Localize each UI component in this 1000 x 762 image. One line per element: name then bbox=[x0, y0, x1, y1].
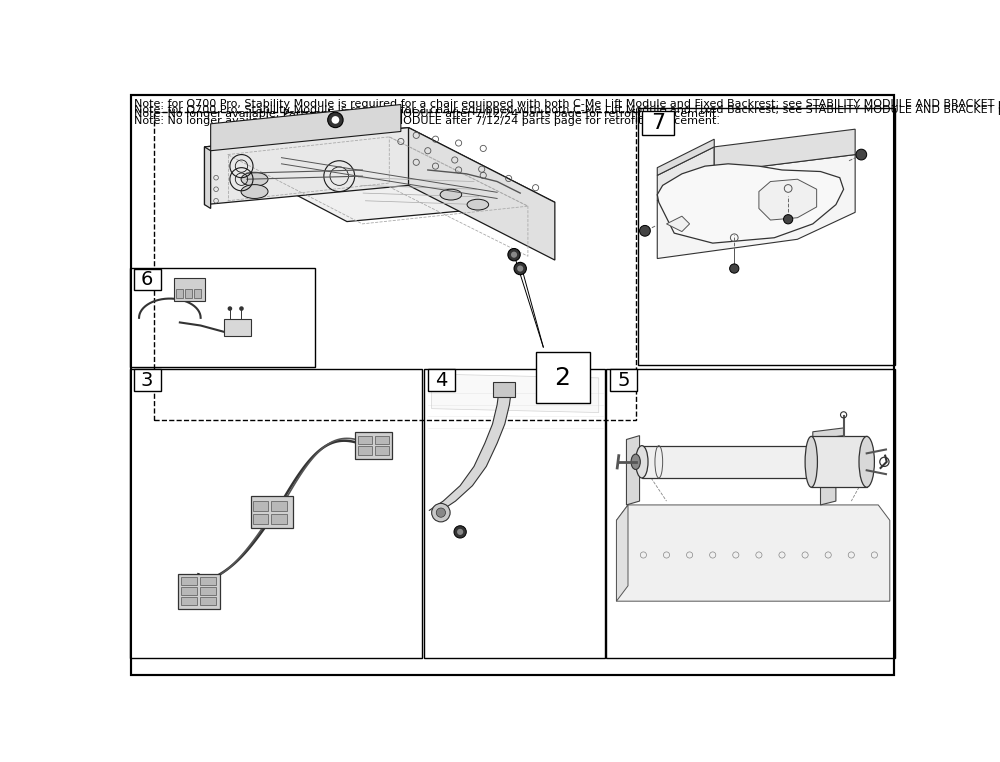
Bar bbox=[271, 501, 287, 511]
Polygon shape bbox=[657, 147, 714, 200]
Circle shape bbox=[730, 264, 739, 273]
Polygon shape bbox=[429, 393, 511, 511]
Bar bbox=[130, 267, 315, 367]
Circle shape bbox=[640, 226, 650, 236]
Text: Note: No longer available, Parts only. See LIFT MODULE after 7/12/24 parts page : Note: No longer available, Parts only. S… bbox=[134, 116, 720, 126]
Polygon shape bbox=[205, 127, 409, 205]
Polygon shape bbox=[759, 179, 817, 220]
Bar bbox=[174, 278, 205, 301]
Ellipse shape bbox=[631, 454, 640, 469]
Bar bbox=[358, 436, 372, 444]
Bar bbox=[375, 447, 389, 455]
Polygon shape bbox=[714, 130, 855, 172]
Bar bbox=[130, 369, 422, 658]
Bar bbox=[154, 112, 636, 420]
Text: 5: 5 bbox=[618, 370, 630, 389]
Bar bbox=[428, 370, 455, 391]
Bar bbox=[424, 369, 605, 658]
Polygon shape bbox=[409, 127, 555, 260]
Ellipse shape bbox=[805, 437, 817, 487]
Text: 3: 3 bbox=[141, 370, 153, 389]
Bar bbox=[253, 501, 268, 511]
Polygon shape bbox=[432, 374, 599, 412]
Bar bbox=[251, 496, 293, 528]
Bar bbox=[200, 597, 216, 605]
Circle shape bbox=[328, 112, 343, 127]
Polygon shape bbox=[211, 104, 401, 151]
Bar bbox=[134, 370, 161, 391]
Bar bbox=[224, 319, 251, 335]
Text: 2: 2 bbox=[555, 366, 571, 390]
Bar bbox=[181, 578, 197, 585]
Text: 7: 7 bbox=[651, 113, 665, 133]
Bar bbox=[536, 353, 590, 402]
Ellipse shape bbox=[241, 172, 268, 186]
Polygon shape bbox=[205, 147, 211, 209]
Circle shape bbox=[454, 526, 466, 538]
Polygon shape bbox=[616, 505, 628, 601]
Bar bbox=[134, 268, 161, 290]
Circle shape bbox=[856, 149, 867, 160]
Bar bbox=[253, 514, 268, 524]
Circle shape bbox=[457, 529, 463, 535]
Circle shape bbox=[228, 306, 232, 311]
Bar bbox=[493, 382, 515, 397]
Circle shape bbox=[511, 251, 517, 258]
Text: Note: for Q700 Pro, Stability Module is required for a chair equipped with both : Note: for Q700 Pro, Stability Module is … bbox=[134, 104, 1000, 114]
Circle shape bbox=[432, 504, 450, 522]
Bar bbox=[355, 432, 392, 459]
Bar bbox=[200, 578, 216, 585]
Text: 4: 4 bbox=[435, 370, 447, 389]
Circle shape bbox=[514, 262, 526, 274]
Circle shape bbox=[239, 306, 244, 311]
Polygon shape bbox=[626, 436, 640, 505]
Polygon shape bbox=[666, 216, 690, 232]
Polygon shape bbox=[820, 436, 836, 505]
Ellipse shape bbox=[636, 446, 648, 478]
Bar bbox=[375, 436, 389, 444]
Polygon shape bbox=[657, 164, 844, 243]
Ellipse shape bbox=[241, 184, 268, 198]
Bar bbox=[610, 370, 637, 391]
Ellipse shape bbox=[467, 199, 489, 210]
Bar bbox=[811, 437, 867, 487]
Bar bbox=[176, 289, 183, 298]
Polygon shape bbox=[813, 428, 844, 440]
Circle shape bbox=[332, 116, 339, 123]
Polygon shape bbox=[657, 155, 855, 258]
Bar bbox=[181, 588, 197, 595]
Bar bbox=[178, 575, 220, 609]
Bar bbox=[185, 289, 192, 298]
Text: Note: for Q700 Pro, Stability Module is required for a chair equipped with both : Note: for Q700 Pro, Stability Module is … bbox=[134, 99, 1000, 109]
Circle shape bbox=[436, 508, 446, 517]
Ellipse shape bbox=[440, 189, 462, 200]
Text: Note: No longer available, Parts only. See LIFT MODULE after 7/12/24 parts page : Note: No longer available, Parts only. S… bbox=[134, 109, 720, 119]
Polygon shape bbox=[616, 505, 890, 601]
Bar bbox=[638, 108, 895, 365]
Bar bbox=[200, 588, 216, 595]
Bar bbox=[194, 289, 201, 298]
Circle shape bbox=[784, 215, 793, 224]
Circle shape bbox=[508, 248, 520, 261]
Text: 6: 6 bbox=[141, 270, 153, 289]
Bar bbox=[181, 597, 197, 605]
Circle shape bbox=[517, 265, 523, 271]
Bar bbox=[606, 369, 895, 658]
Ellipse shape bbox=[859, 437, 874, 487]
Polygon shape bbox=[205, 127, 555, 222]
Bar bbox=[642, 446, 811, 478]
Bar bbox=[271, 514, 287, 524]
Bar bbox=[358, 447, 372, 455]
Bar bbox=[642, 111, 674, 135]
Polygon shape bbox=[657, 139, 714, 175]
